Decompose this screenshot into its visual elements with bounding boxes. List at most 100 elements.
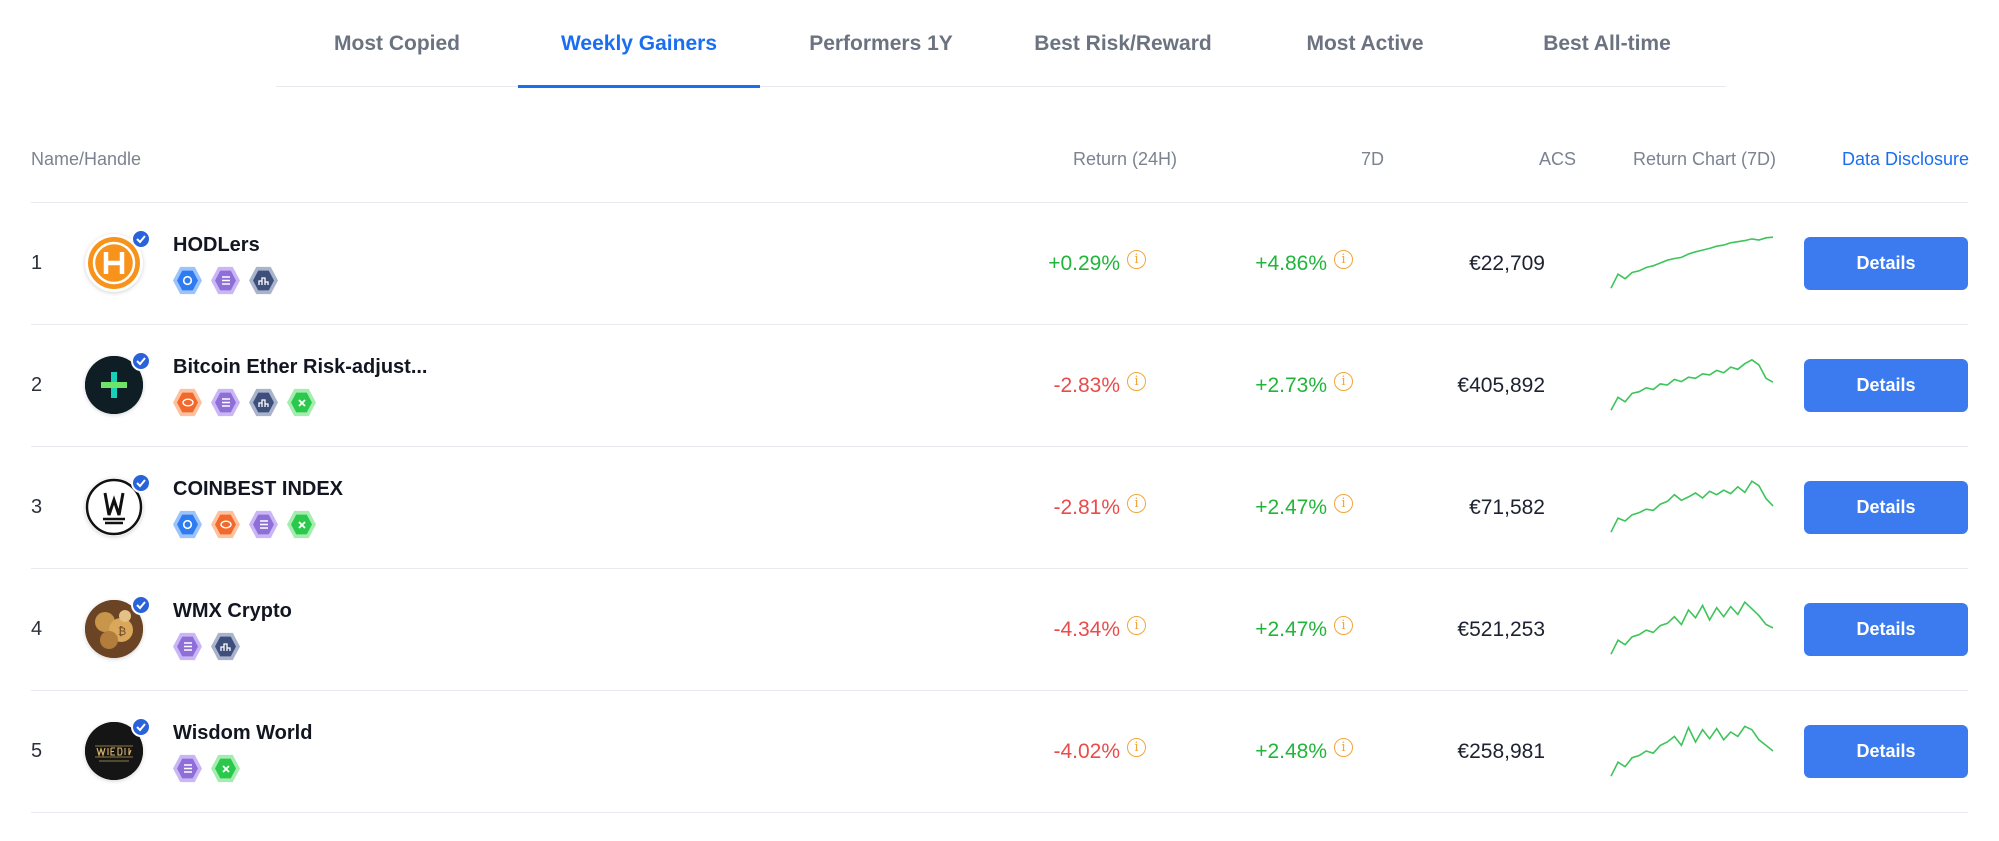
green-badge-icon[interactable] <box>287 510 316 539</box>
table-row[interactable]: 4 ₿ WMX Crypto -4.34% i +2.47% i €521,253 … <box>31 569 1968 690</box>
details-button[interactable]: Details <box>1804 359 1968 412</box>
info-icon[interactable]: i <box>1334 738 1353 757</box>
info-icon[interactable]: i <box>1127 372 1146 391</box>
navy-badge-icon[interactable] <box>249 388 278 417</box>
return-chart-7d <box>1610 725 1774 777</box>
verified-icon <box>131 717 151 737</box>
tab-most-copied[interactable]: Most Copied <box>334 31 460 55</box>
tab-most-active[interactable]: Most Active <box>1306 31 1424 55</box>
acs-value: €521,253 <box>1457 617 1545 641</box>
row-divider <box>31 812 1968 813</box>
blue-badge-icon[interactable] <box>173 266 202 295</box>
orange-badge-icon[interactable] <box>211 510 240 539</box>
badge-list <box>173 510 316 539</box>
verified-icon <box>131 595 151 615</box>
wmx-crypto-logo-icon[interactable]: ₿ <box>85 595 151 658</box>
acs-value: €22,709 <box>1469 251 1545 275</box>
info-icon[interactable]: i <box>1334 372 1353 391</box>
wisdom-world-logo-icon[interactable] <box>85 717 151 780</box>
info-icon[interactable]: i <box>1334 494 1353 513</box>
coinbest-logo-icon[interactable] <box>85 473 151 536</box>
table-row[interactable]: 1 HODLers +0.29% i +4.86% i €22,709 Detail… <box>31 203 1968 324</box>
tab-bar: Most Copied Weekly Gainers Performers 1Y… <box>276 0 1726 88</box>
badge-list <box>173 632 240 661</box>
purple-badge-icon[interactable] <box>211 388 240 417</box>
sparkline <box>1610 480 1774 533</box>
info-icon[interactable]: i <box>1127 250 1146 269</box>
table-row[interactable]: 2 Bitcoin Ether Risk-adjust... -2.83% i +… <box>31 325 1968 446</box>
table-row[interactable]: 3 COINBEST INDEX -2.81% i +2.47% i €71,582… <box>31 447 1968 568</box>
rank: 3 <box>31 496 43 518</box>
green-badge-icon[interactable] <box>287 388 316 417</box>
table-row[interactable]: 5 Wisdom World -4.02% i +2.48% i €258,981 … <box>31 691 1968 812</box>
sparkline <box>1610 358 1774 411</box>
return-24h: -4.02% i <box>1053 691 1146 812</box>
sparkline <box>1610 236 1774 289</box>
details-button[interactable]: Details <box>1804 481 1968 534</box>
svg-text:₿: ₿ <box>118 625 126 638</box>
row-divider <box>31 568 1968 569</box>
badge-list <box>173 388 316 417</box>
info-icon[interactable]: i <box>1334 616 1353 635</box>
return-7d: +2.47% i <box>1255 447 1353 568</box>
row-divider <box>31 324 1968 325</box>
info-icon[interactable]: i <box>1127 616 1146 635</box>
column-header-return-chart: Return Chart (7D) <box>1633 149 1777 169</box>
bitcoin-ether-logo-icon[interactable] <box>85 351 151 414</box>
return-7d: +2.47% i <box>1255 569 1353 690</box>
navy-badge-icon[interactable] <box>249 266 278 295</box>
info-icon[interactable]: i <box>1334 250 1353 269</box>
orange-badge-icon[interactable] <box>173 388 202 417</box>
green-badge-icon[interactable] <box>211 754 240 783</box>
row-divider <box>31 690 1968 691</box>
tab-best-all-time[interactable]: Best All-time <box>1543 31 1671 55</box>
row-divider <box>31 446 1968 447</box>
investor-name[interactable]: Bitcoin Ether Risk-adjust... <box>173 356 428 378</box>
hodlers-logo-icon[interactable] <box>85 229 151 292</box>
tab-weekly-gainers[interactable]: Weekly Gainers <box>518 0 760 88</box>
return-24h: -4.34% i <box>1053 569 1146 690</box>
details-button[interactable]: Details <box>1804 725 1968 778</box>
column-header-7d[interactable]: 7D <box>1360 149 1384 169</box>
verified-icon <box>131 351 151 371</box>
purple-badge-icon[interactable] <box>173 754 202 783</box>
investor-name[interactable]: COINBEST INDEX <box>173 478 344 500</box>
rank: 4 <box>31 618 43 640</box>
verified-icon <box>131 229 151 249</box>
return-24h: -2.83% i <box>1053 325 1146 446</box>
badge-list <box>173 754 240 783</box>
investor-name[interactable]: Wisdom World <box>173 722 313 744</box>
purple-badge-icon[interactable] <box>211 266 240 295</box>
details-button[interactable]: Details <box>1804 603 1968 656</box>
acs-value: €405,892 <box>1457 373 1545 397</box>
return-24h: +0.29% i <box>1048 203 1146 324</box>
return-7d: +2.73% i <box>1255 325 1353 446</box>
rank: 1 <box>31 252 43 274</box>
blue-badge-icon[interactable] <box>173 510 202 539</box>
return-7d: +4.86% i <box>1255 203 1353 324</box>
data-disclosure-link[interactable]: Data Disclosure <box>1842 149 1970 169</box>
info-icon[interactable]: i <box>1127 494 1146 513</box>
investor-name[interactable]: HODLers <box>173 234 260 256</box>
purple-badge-icon[interactable] <box>249 510 278 539</box>
acs-value: €71,582 <box>1469 495 1545 519</box>
verified-icon <box>131 473 151 493</box>
purple-badge-icon[interactable] <box>173 632 202 661</box>
navy-badge-icon[interactable] <box>211 632 240 661</box>
return-24h: -2.81% i <box>1053 447 1146 568</box>
return-chart-7d <box>1610 480 1774 533</box>
return-chart-7d <box>1610 600 1774 655</box>
column-header-return-24h[interactable]: Return (24H) <box>1072 149 1177 169</box>
return-7d: +2.48% i <box>1255 691 1353 812</box>
return-chart-7d <box>1610 358 1774 411</box>
column-header-name[interactable]: Name/Handle <box>31 149 142 169</box>
info-icon[interactable]: i <box>1127 738 1146 757</box>
return-chart-7d <box>1610 236 1774 289</box>
sparkline <box>1610 600 1774 655</box>
column-header-acs[interactable]: ACS <box>1538 149 1576 169</box>
details-button[interactable]: Details <box>1804 237 1968 290</box>
investor-name[interactable]: WMX Crypto <box>173 600 292 622</box>
tab-performers-1y[interactable]: Performers 1Y <box>809 31 953 55</box>
tab-best-risk-reward[interactable]: Best Risk/Reward <box>1034 31 1212 55</box>
sparkline <box>1610 725 1774 777</box>
